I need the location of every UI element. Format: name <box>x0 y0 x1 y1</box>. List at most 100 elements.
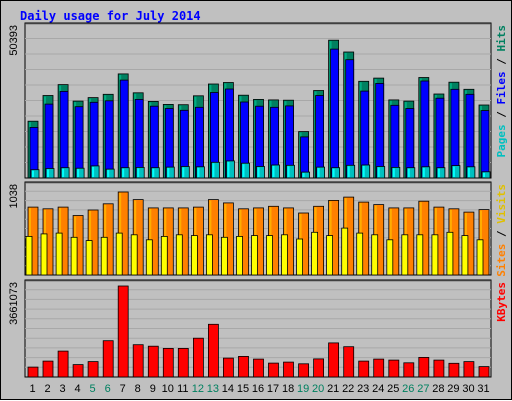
bar-top-pages-highlight <box>332 168 335 177</box>
bar-top-files-highlight <box>61 92 64 177</box>
day-label-17: 17 <box>267 383 279 395</box>
bar-middle-sites-highlight <box>342 229 345 274</box>
bar-middle-sites-highlight <box>177 235 180 274</box>
bar-top-files-highlight <box>482 111 484 177</box>
bar-top-pages-highlight <box>92 166 95 177</box>
bar-bottom-kbytes-day-9 <box>147 345 159 378</box>
bar-bottom-kbytes-day-19 <box>298 363 310 378</box>
bar-middle-sites-highlight <box>252 236 255 274</box>
bar-top-files-highlight <box>346 60 349 178</box>
day-label-16: 16 <box>252 383 264 395</box>
bar-top-files-highlight <box>226 90 229 177</box>
legend-top-part: / <box>495 52 508 72</box>
day-label-19: 19 <box>297 383 309 395</box>
bar-bottom-kbytes-highlight <box>480 367 482 376</box>
bar-top-pages-day-3 <box>60 167 70 179</box>
bar-bottom-kbytes-highlight <box>434 361 437 376</box>
bar-top-pages-day-5 <box>90 165 100 179</box>
day-label-13: 13 <box>207 383 219 395</box>
day-label-29: 29 <box>447 383 459 395</box>
bar-top-pages-highlight <box>317 168 320 177</box>
panel-top-legend: Pages / Files / Hits <box>495 25 508 158</box>
bar-bottom-kbytes-highlight <box>374 360 377 376</box>
bar-top-pages-highlight <box>272 166 275 177</box>
bar-top-files-highlight <box>391 106 394 177</box>
bar-bottom-kbytes-highlight <box>134 345 137 376</box>
bar-top-pages-day-11 <box>180 166 190 179</box>
bar-top-pages-day-2 <box>45 168 55 179</box>
bar-bottom-kbytes-day-21 <box>328 342 340 378</box>
bar-bottom-kbytes-day-28 <box>433 359 445 378</box>
bar-bottom-kbytes-highlight <box>254 360 257 376</box>
panel-middle-max-label: 1038 <box>8 184 20 208</box>
bar-top-pages-highlight <box>483 172 485 177</box>
day-label-30: 30 <box>462 383 474 395</box>
bar-middle-sites-highlight <box>57 234 60 274</box>
bar-bottom-kbytes-highlight <box>299 364 302 376</box>
bar-top-pages-highlight <box>377 167 380 177</box>
bar-bottom-kbytes-highlight <box>89 362 92 376</box>
bar-middle-sites-highlight <box>462 236 465 274</box>
bar-top-files-highlight <box>436 99 439 177</box>
bar-top-pages-day-31 <box>481 171 491 179</box>
legend-middle-part: Visits <box>495 184 508 224</box>
bar-top-files-highlight <box>421 82 424 177</box>
day-label-24: 24 <box>372 383 384 395</box>
bar-top-pages-highlight <box>32 170 34 177</box>
bar-middle-sites-highlight <box>267 236 270 274</box>
bar-middle-sites-highlight <box>27 237 29 274</box>
legend-middle-part: Sites <box>495 244 508 277</box>
day-label-7: 7 <box>120 383 126 395</box>
day-label-26: 26 <box>402 383 414 395</box>
bar-middle-sites-highlight <box>222 238 225 274</box>
bar-top-pages-highlight <box>212 163 215 177</box>
day-label-3: 3 <box>60 383 66 395</box>
bar-top-pages-day-17 <box>271 164 280 179</box>
day-label-2: 2 <box>44 383 50 395</box>
day-label-25: 25 <box>387 383 399 395</box>
bar-top-pages-highlight <box>152 168 155 177</box>
bar-middle-sites-highlight <box>207 235 210 274</box>
day-label-1: 1 <box>29 383 35 395</box>
bar-top-pages-day-4 <box>75 167 85 179</box>
bar-top-pages-highlight <box>122 168 125 177</box>
bar-middle-sites-highlight <box>192 236 195 274</box>
bar-top-pages-day-8 <box>135 166 145 179</box>
bar-bottom-kbytes-day-8 <box>132 344 144 378</box>
bar-top-files-highlight <box>136 100 139 177</box>
bar-top-pages-day-16 <box>256 166 265 179</box>
bar-bottom-kbytes-highlight <box>389 361 392 376</box>
bar-middle-sites-highlight <box>72 238 75 274</box>
day-label-27: 27 <box>417 383 429 395</box>
bar-top-files-highlight <box>121 81 124 177</box>
bar-top-pages-highlight <box>422 167 425 177</box>
bar-top-files-highlight <box>451 90 454 177</box>
bar-top-pages-highlight <box>407 168 410 177</box>
bar-top-pages-highlight <box>77 169 80 177</box>
bar-top-pages-highlight <box>467 167 470 177</box>
bar-top-pages-day-18 <box>286 164 295 179</box>
bar-top-pages-highlight <box>347 166 350 177</box>
day-label-9: 9 <box>150 383 156 395</box>
bar-bottom-kbytes-day-11 <box>177 347 189 378</box>
bar-top-pages-day-22 <box>346 164 356 179</box>
day-label-31: 31 <box>477 383 489 395</box>
bar-middle-sites-highlight <box>162 237 165 274</box>
bar-bottom-kbytes-day-30 <box>463 361 475 378</box>
bar-bottom-kbytes-day-22 <box>343 346 355 378</box>
bar-bottom-kbytes-day-13 <box>207 323 219 378</box>
day-label-11: 11 <box>177 383 188 395</box>
bar-bottom-kbytes-day-24 <box>373 358 385 378</box>
panel-bottom-legend: KBytes <box>495 282 508 322</box>
bar-top-pages-highlight <box>137 168 140 177</box>
bar-bottom-kbytes-highlight <box>284 363 287 376</box>
panel-middle-legend: Sites / Visits <box>495 184 508 277</box>
bar-top-files-highlight <box>286 106 289 177</box>
bar-top-files-highlight <box>301 137 304 177</box>
bar-bottom-kbytes-day-18 <box>283 361 294 378</box>
bar-top-files-highlight <box>316 96 319 177</box>
bar-bottom-kbytes-day-26 <box>403 362 415 378</box>
bar-bottom-kbytes-highlight <box>419 358 422 376</box>
bar-top-files-highlight <box>151 107 154 177</box>
